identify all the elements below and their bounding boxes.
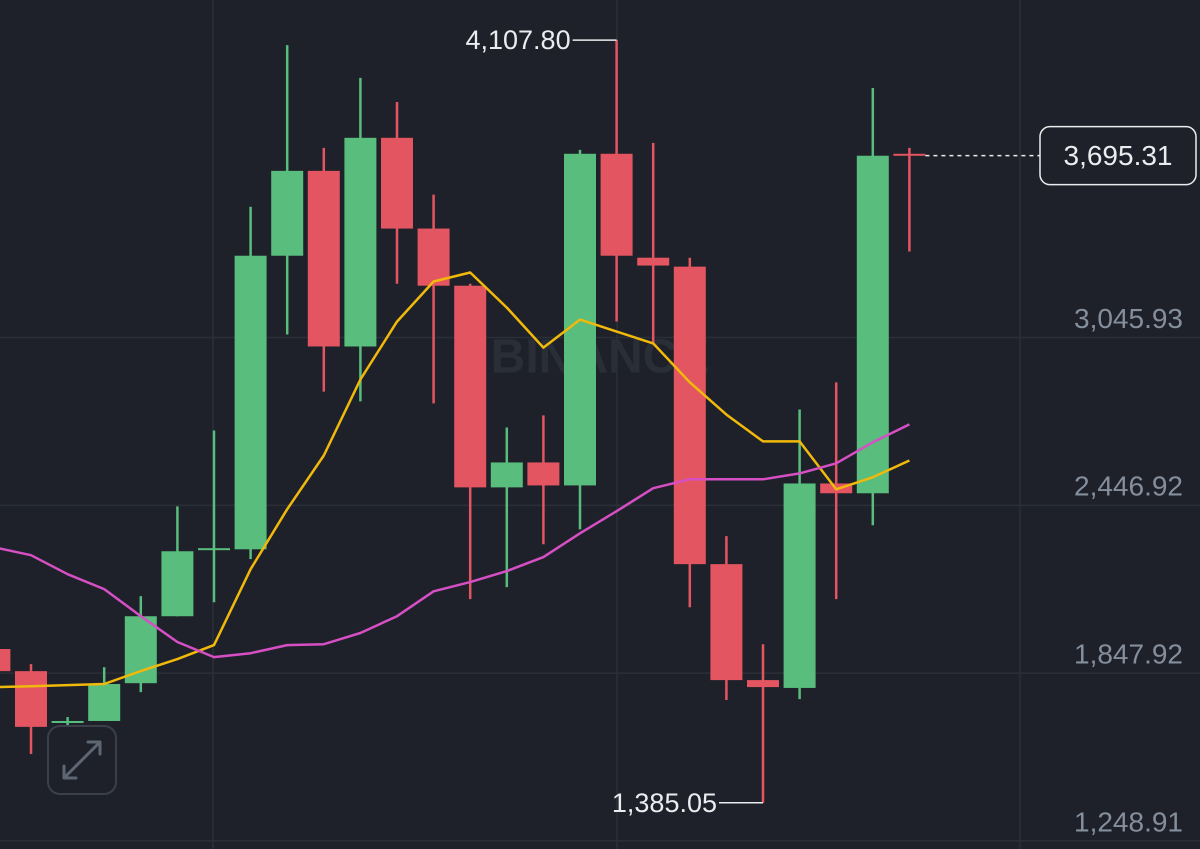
moving-average-line	[0, 423, 910, 659]
y-tick-label: 3,045.93	[1074, 303, 1183, 334]
annotation-label: 4,107.80	[465, 25, 570, 55]
candle-body	[198, 548, 230, 551]
candle-body	[344, 137, 377, 347]
candle-body	[600, 153, 633, 256]
candle-body	[51, 720, 84, 723]
plot	[0, 40, 926, 803]
y-tick-label: 1,248.91	[1074, 806, 1183, 837]
labels: 3,045.93 2,446.92 1,847.92 1,248.91 4,107.80…	[465, 25, 1197, 837]
expand-button[interactable]	[47, 725, 117, 795]
annotation-label: 1,385.05	[612, 788, 717, 818]
candle-body	[0, 649, 11, 672]
candle-body	[381, 137, 413, 229]
candle-body	[417, 228, 450, 286]
moving-average-line	[0, 271, 910, 689]
grid	[0, 336, 1200, 842]
candle-body	[124, 616, 157, 684]
last-price-label: 3,695.31	[1064, 140, 1173, 171]
candle-body	[161, 551, 194, 617]
last-price-box	[1039, 125, 1197, 186]
watermark: BINANCE	[491, 331, 710, 384]
candle-body	[673, 266, 706, 565]
y-tick-label: 2,446.92	[1074, 471, 1183, 502]
y-tick-label: 1,847.92	[1074, 639, 1183, 670]
candle-body	[234, 255, 267, 550]
candle-body	[893, 153, 926, 156]
candle-body	[454, 285, 487, 488]
candle-body	[747, 680, 779, 688]
candle-body	[710, 564, 743, 681]
expand-icon	[62, 740, 102, 780]
candle-body	[307, 170, 340, 347]
candle-body	[637, 257, 670, 266]
candle-body	[15, 671, 47, 727]
candle-body	[271, 170, 304, 256]
candle-body	[783, 483, 816, 688]
candle-body	[490, 462, 523, 488]
candle-body	[527, 462, 560, 486]
candle-body	[88, 684, 121, 721]
